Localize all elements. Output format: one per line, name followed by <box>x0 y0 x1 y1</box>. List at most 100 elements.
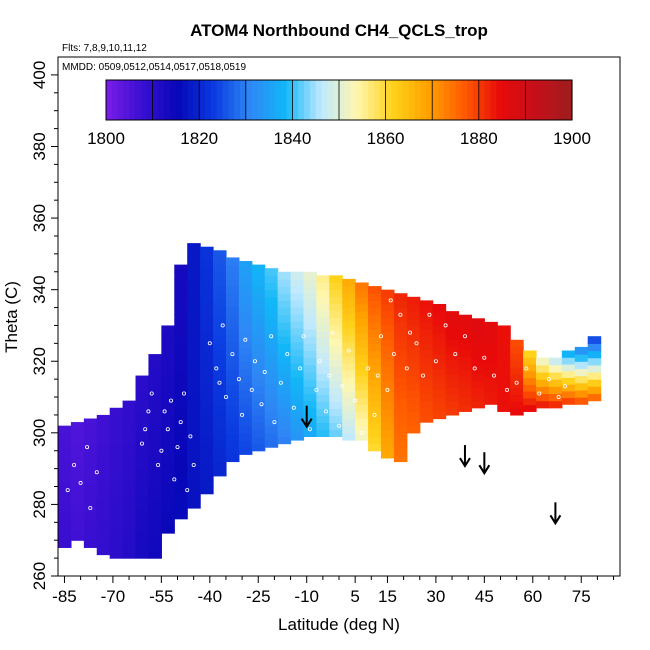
heat-cell <box>329 422 343 430</box>
heat-cell <box>393 454 408 463</box>
heat-cell <box>148 424 162 433</box>
data-point <box>353 398 358 403</box>
colorbar-segment <box>391 80 398 120</box>
heat-cell <box>264 389 279 398</box>
heat-cell <box>251 414 266 423</box>
colorbar-tick-label: 1860 <box>367 129 405 148</box>
heat-cell <box>200 373 214 382</box>
heat-cell <box>213 412 227 421</box>
heat-cell <box>368 300 382 309</box>
heat-cell <box>161 411 175 420</box>
heat-cell <box>458 376 473 385</box>
heat-cell <box>329 338 343 346</box>
data-point <box>269 334 274 339</box>
heat-cell <box>380 331 395 340</box>
heat-cell <box>213 398 227 406</box>
heat-cell <box>225 419 240 427</box>
heat-cell <box>303 386 317 395</box>
heat-cell <box>264 418 279 427</box>
heat-cell <box>251 343 266 352</box>
heat-cell <box>187 457 201 466</box>
heat-cell <box>277 300 292 309</box>
data-point <box>372 412 377 417</box>
colorbar-segment <box>449 80 457 120</box>
heat-cell <box>122 500 137 509</box>
heat-cell <box>135 501 150 510</box>
heat-cell <box>122 400 137 409</box>
heat-column <box>368 286 382 452</box>
heat-cell <box>174 391 188 400</box>
heat-cell <box>316 422 330 430</box>
heat-cell <box>225 299 240 308</box>
heat-cell <box>355 282 369 291</box>
heat-cell <box>109 522 124 531</box>
heat-cell <box>432 404 447 412</box>
data-point <box>207 341 212 346</box>
heat-cell <box>264 432 279 441</box>
heat-cell <box>342 411 356 420</box>
heat-cell <box>251 293 266 301</box>
heat-cell <box>174 328 188 336</box>
heat-cell <box>225 405 240 413</box>
heat-cell <box>225 313 240 322</box>
heat-cell <box>380 289 395 298</box>
y-axis: 260 280 300 320 340 360 380 400 <box>30 61 58 590</box>
heat-cell <box>200 444 214 452</box>
heat-cell <box>471 345 485 354</box>
heat-cell <box>368 329 382 337</box>
data-point <box>491 373 496 378</box>
heat-cell <box>58 447 72 455</box>
heat-cell <box>174 314 188 322</box>
heat-column <box>380 289 395 459</box>
heat-cell <box>484 383 498 392</box>
heat-cell <box>70 456 85 465</box>
heat-cell <box>458 390 473 399</box>
heat-cell <box>355 354 369 362</box>
heat-cell <box>445 352 460 361</box>
heat-cell <box>432 389 447 398</box>
heat-cell <box>342 348 356 357</box>
heat-cell <box>368 314 382 323</box>
heat-cell <box>213 384 227 392</box>
heat-cell <box>58 525 72 534</box>
heat-cell <box>135 389 150 398</box>
heat-cell <box>355 296 369 305</box>
heat-cell <box>432 346 447 355</box>
heat-cell <box>393 363 408 371</box>
heat-cell <box>174 299 188 308</box>
heat-cell <box>393 412 408 421</box>
heat-cell <box>264 397 279 405</box>
heat-cell <box>174 292 188 301</box>
heat-cell <box>419 364 434 373</box>
heat-cell <box>187 500 201 509</box>
heat-cell <box>277 293 292 301</box>
heat-cell <box>200 409 214 417</box>
heat-cell <box>277 386 292 395</box>
heat-cell <box>264 375 279 384</box>
heat-cell <box>290 313 305 322</box>
heat-cell <box>174 412 188 421</box>
heat-cell <box>458 356 473 364</box>
heat-cell <box>393 307 408 315</box>
heat-column <box>264 268 279 448</box>
heat-cell <box>174 497 188 506</box>
heat-cell <box>393 405 408 413</box>
heat-cell <box>290 320 305 329</box>
colorbar-segment <box>461 80 468 120</box>
heat-cell <box>251 314 266 323</box>
data-point <box>240 412 245 417</box>
heat-cell <box>58 504 72 513</box>
heat-cell <box>290 306 305 315</box>
colorbar-frame <box>105 79 573 121</box>
heat-cell <box>342 334 356 343</box>
colorbar-segment <box>333 80 340 120</box>
heat-cell <box>329 275 343 283</box>
heat-cell <box>174 271 188 280</box>
heat-cell <box>83 418 98 427</box>
y-tick-label: 340 <box>30 275 49 303</box>
colorbar-segment <box>432 80 439 120</box>
heat-cell <box>548 393 563 402</box>
heat-cell <box>238 339 253 348</box>
heat-cell <box>329 324 343 332</box>
heat-cell <box>497 332 511 341</box>
